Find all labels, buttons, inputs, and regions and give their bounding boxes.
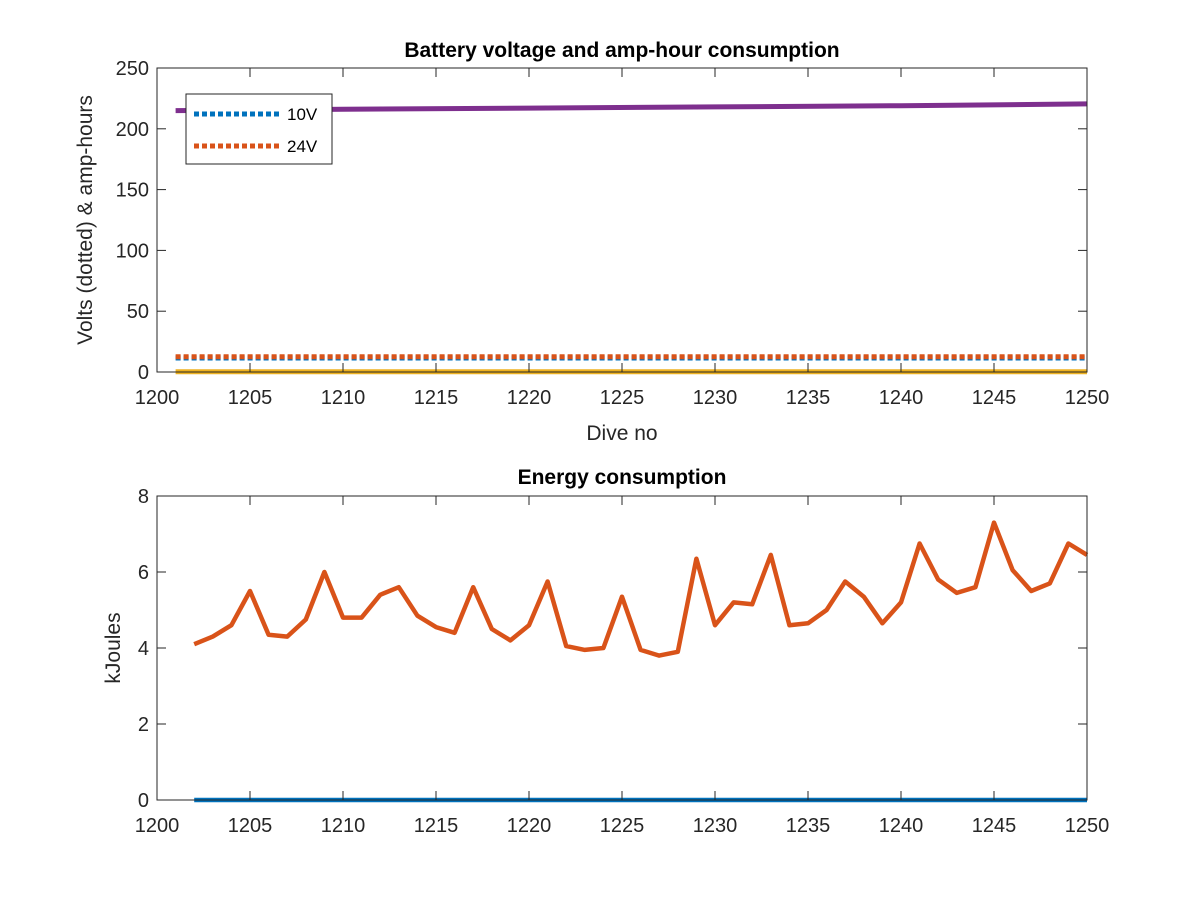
y-tick-label: 6 bbox=[138, 562, 149, 584]
x-tick-label: 1225 bbox=[600, 815, 645, 837]
x-tick-label: 1200 bbox=[135, 815, 180, 837]
legend-label-24v: 24V bbox=[287, 137, 318, 156]
x-tick-label: 1210 bbox=[321, 815, 366, 837]
subplot-battery: 1200 1205 1210 1215 1220 1225 1230 1235 1240 1245… bbox=[74, 39, 1109, 445]
x-tick-label: 1205 bbox=[228, 387, 273, 409]
x-tick-label: 1220 bbox=[507, 815, 552, 837]
legend: 10V 24V bbox=[185, 93, 333, 165]
x-tick-label: 1250 bbox=[1065, 815, 1110, 837]
y-tick-label: 250 bbox=[116, 58, 149, 80]
legend-label-10v: 10V bbox=[287, 105, 318, 124]
x-tick-label: 1225 bbox=[600, 387, 645, 409]
chart-title-battery: Battery voltage and amp-hour consumption bbox=[404, 39, 839, 62]
y-axis-label-energy: kJoules bbox=[102, 612, 125, 683]
x-tick-label: 1205 bbox=[228, 815, 273, 837]
y-tick-label: 8 bbox=[138, 486, 149, 508]
series-line-energy-1 bbox=[193, 520, 1089, 658]
y-axis-label-battery: Volts (dotted) & amp-hours bbox=[74, 95, 97, 345]
y-tick-label: 150 bbox=[116, 180, 149, 202]
x-tick-label: 1245 bbox=[972, 387, 1017, 409]
y-tick-label: 0 bbox=[138, 362, 149, 384]
ticks-energy: 1200 1205 1210 1215 1220 1225 1230 1235 1240 1245… bbox=[135, 486, 1110, 837]
legend-box bbox=[185, 93, 333, 165]
x-tick-label: 1215 bbox=[414, 815, 459, 837]
y-tick-label: 100 bbox=[116, 240, 149, 262]
x-tick-label: 1200 bbox=[135, 387, 180, 409]
x-tick-label: 1215 bbox=[414, 387, 459, 409]
x-tick-label: 1245 bbox=[972, 815, 1017, 837]
x-tick-label: 1230 bbox=[693, 387, 738, 409]
y-tick-label: 4 bbox=[138, 638, 149, 660]
y-tick-label: 0 bbox=[138, 790, 149, 812]
y-tick-label: 50 bbox=[127, 301, 149, 323]
x-tick-label: 1210 bbox=[321, 387, 366, 409]
ticks-battery: 1200 1205 1210 1215 1220 1225 1230 1235 1240 1245… bbox=[116, 58, 1110, 409]
x-tick-label: 1220 bbox=[507, 387, 552, 409]
y-tick-label: 2 bbox=[138, 714, 149, 736]
x-tick-label: 1235 bbox=[786, 387, 831, 409]
x-tick-label: 1235 bbox=[786, 815, 831, 837]
x-tick-label: 1240 bbox=[879, 387, 924, 409]
x-tick-label: 1240 bbox=[879, 815, 924, 837]
plot-area-energy bbox=[157, 496, 1087, 800]
subplot-energy: 1200 1205 1210 1215 1220 1225 1230 1235 1240 1245… bbox=[102, 466, 1109, 837]
y-tick-label: 200 bbox=[116, 119, 149, 141]
x-axis-label-battery: Dive no bbox=[586, 422, 657, 445]
chart-title-energy: Energy consumption bbox=[518, 466, 727, 489]
x-tick-label: 1250 bbox=[1065, 387, 1110, 409]
x-tick-label: 1230 bbox=[693, 815, 738, 837]
